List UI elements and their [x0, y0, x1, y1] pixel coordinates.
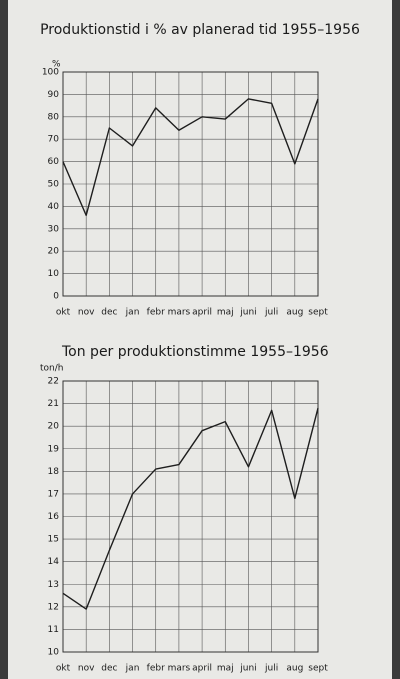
- data-line: [62, 407, 319, 610]
- y-tick-label: 10: [48, 648, 60, 658]
- y-tick-label: 10: [48, 269, 60, 279]
- data-line: [62, 98, 319, 217]
- x-tick-label: april: [192, 664, 212, 674]
- x-tick-label: maj: [217, 308, 234, 318]
- y-axis-label: %: [52, 60, 61, 70]
- y-tick-label: 19: [48, 444, 60, 454]
- y-tick-label: 20: [48, 422, 60, 432]
- y-tick-label: 20: [48, 247, 60, 257]
- y-tick-label: 0: [53, 292, 59, 302]
- y-tick-label: 21: [48, 399, 59, 409]
- y-tick-label: 40: [48, 202, 60, 212]
- x-tick-label: sept: [308, 308, 328, 318]
- y-tick-label: 50: [48, 180, 60, 190]
- x-tick-label: jan: [125, 664, 140, 674]
- y-tick-label: 70: [48, 135, 60, 145]
- x-tick-label: febr: [147, 664, 165, 674]
- x-tick-label: okt: [56, 308, 71, 318]
- y-tick-label: 12: [48, 602, 59, 612]
- y-tick-label: 30: [48, 224, 60, 234]
- x-tick-label: juli: [264, 308, 278, 318]
- x-tick-label: febr: [147, 308, 165, 318]
- y-tick-label: 18: [48, 467, 60, 477]
- x-tick-label: juli: [264, 664, 278, 674]
- paper: [8, 0, 392, 679]
- y-tick-label: 14: [48, 557, 60, 567]
- y-tick-label: 100: [42, 68, 59, 78]
- x-tick-label: juni: [239, 664, 256, 674]
- x-tick-label: dec: [101, 664, 117, 674]
- x-tick-label: aug: [286, 664, 303, 674]
- x-tick-label: aug: [286, 308, 303, 318]
- plot-frame: [62, 71, 319, 297]
- x-tick-label: juni: [239, 308, 256, 318]
- y-tick-label: 15: [48, 535, 59, 545]
- y-tick-label: 22: [48, 377, 59, 387]
- y-tick-label: 11: [48, 625, 59, 635]
- x-tick-label: nov: [78, 664, 95, 674]
- x-tick-label: mars: [168, 664, 191, 674]
- x-tick-label: okt: [56, 664, 71, 674]
- plot-frame: [62, 380, 319, 653]
- y-tick-label: 90: [48, 90, 60, 100]
- x-tick-label: nov: [78, 308, 95, 318]
- x-tick-label: maj: [217, 664, 234, 674]
- x-tick-label: mars: [168, 308, 191, 318]
- x-tick-label: jan: [125, 308, 140, 318]
- y-axis-label: ton/h: [40, 364, 63, 374]
- x-tick-label: sept: [308, 664, 328, 674]
- y-tick-label: 17: [48, 489, 59, 499]
- x-tick-label: dec: [101, 308, 117, 318]
- y-tick-label: 16: [48, 512, 60, 522]
- y-tick-label: 60: [48, 157, 60, 167]
- chart-title: Produktionstid i % av planerad tid 1955–…: [40, 22, 360, 38]
- y-tick-label: 80: [48, 112, 60, 122]
- chart-title: Ton per produktionstimme 1955–1956: [61, 344, 329, 360]
- x-tick-label: april: [192, 308, 212, 318]
- y-tick-label: 13: [48, 580, 59, 590]
